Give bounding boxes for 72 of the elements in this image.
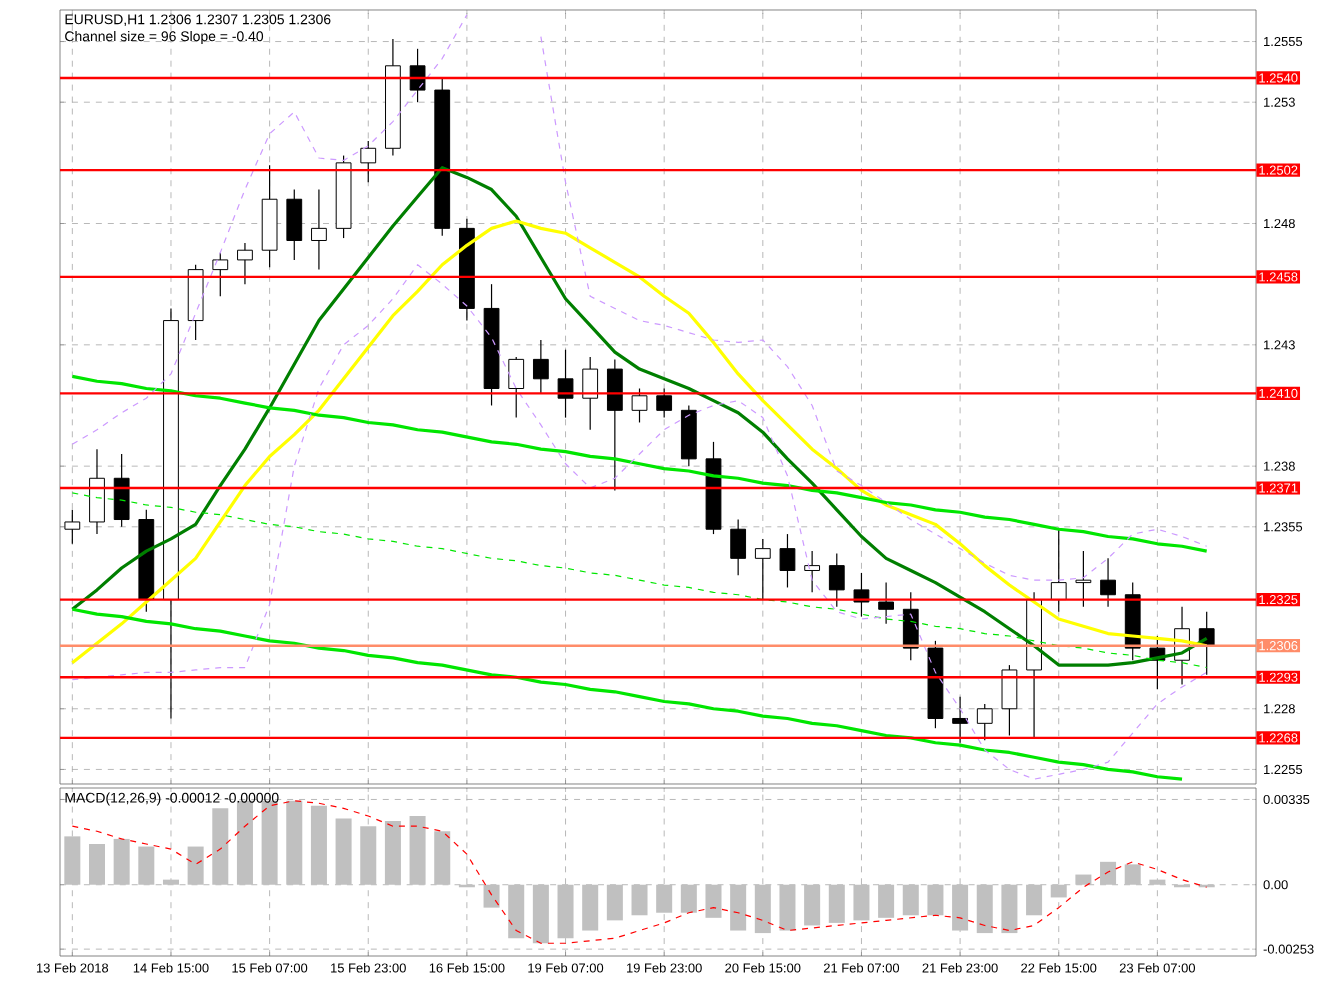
bar <box>88 844 106 885</box>
candlestick <box>1050 528 1067 613</box>
bar <box>853 884 870 921</box>
bar <box>286 800 303 885</box>
candlestick <box>878 582 895 625</box>
bar <box>212 808 229 885</box>
bar <box>754 884 771 934</box>
bar <box>1100 861 1117 885</box>
bar <box>828 884 845 923</box>
candlestick <box>360 140 377 183</box>
bar <box>384 821 401 885</box>
bar <box>582 884 599 931</box>
bar <box>606 884 623 921</box>
bar <box>236 800 253 885</box>
candlestick <box>656 387 673 419</box>
bar <box>138 846 155 885</box>
candlestick <box>311 188 327 271</box>
bar <box>532 884 549 944</box>
bar <box>976 884 993 934</box>
candlestick <box>508 356 525 419</box>
bar <box>162 879 179 885</box>
bar <box>310 805 327 885</box>
bar <box>779 884 796 931</box>
bar <box>631 884 648 916</box>
candlestick <box>64 509 81 545</box>
bar <box>705 884 722 918</box>
bar <box>656 884 673 913</box>
candlestick <box>779 533 796 589</box>
candlestick <box>952 696 968 744</box>
candlestick <box>237 242 253 285</box>
bar <box>113 838 130 885</box>
bar <box>804 884 821 926</box>
bar <box>878 884 895 918</box>
bar <box>508 884 525 939</box>
bar <box>1124 864 1141 885</box>
candlestick <box>1100 557 1116 608</box>
bar <box>187 846 204 885</box>
bar <box>952 884 969 931</box>
bar <box>1149 879 1166 885</box>
candlestick <box>212 252 229 297</box>
candlestick <box>976 703 993 741</box>
candlestick <box>631 387 648 424</box>
bar <box>409 816 426 885</box>
bar <box>1026 884 1043 916</box>
candlestick <box>113 453 130 528</box>
candlestick <box>89 448 105 535</box>
bar <box>483 884 500 908</box>
bar <box>730 884 747 931</box>
candlestick <box>1075 550 1092 608</box>
candlestick <box>532 339 549 394</box>
bar <box>927 884 944 916</box>
bar <box>434 831 451 885</box>
candlestick <box>828 552 845 608</box>
bar <box>680 884 697 913</box>
bar <box>902 884 919 916</box>
bar <box>64 836 81 885</box>
bar <box>335 818 352 885</box>
bar <box>557 884 574 939</box>
candlestick <box>804 550 821 593</box>
bar <box>360 826 377 885</box>
bar <box>1075 874 1092 885</box>
bar <box>261 800 278 885</box>
candlestick <box>582 356 599 431</box>
candlestick <box>409 48 426 103</box>
candlestick <box>754 538 771 601</box>
candlestick <box>1001 664 1018 737</box>
bar <box>1001 884 1018 934</box>
candlestick <box>730 518 747 576</box>
candlestick <box>606 358 623 492</box>
line-series <box>71 264 1208 780</box>
bar <box>1050 884 1067 898</box>
candlestick <box>286 188 303 261</box>
